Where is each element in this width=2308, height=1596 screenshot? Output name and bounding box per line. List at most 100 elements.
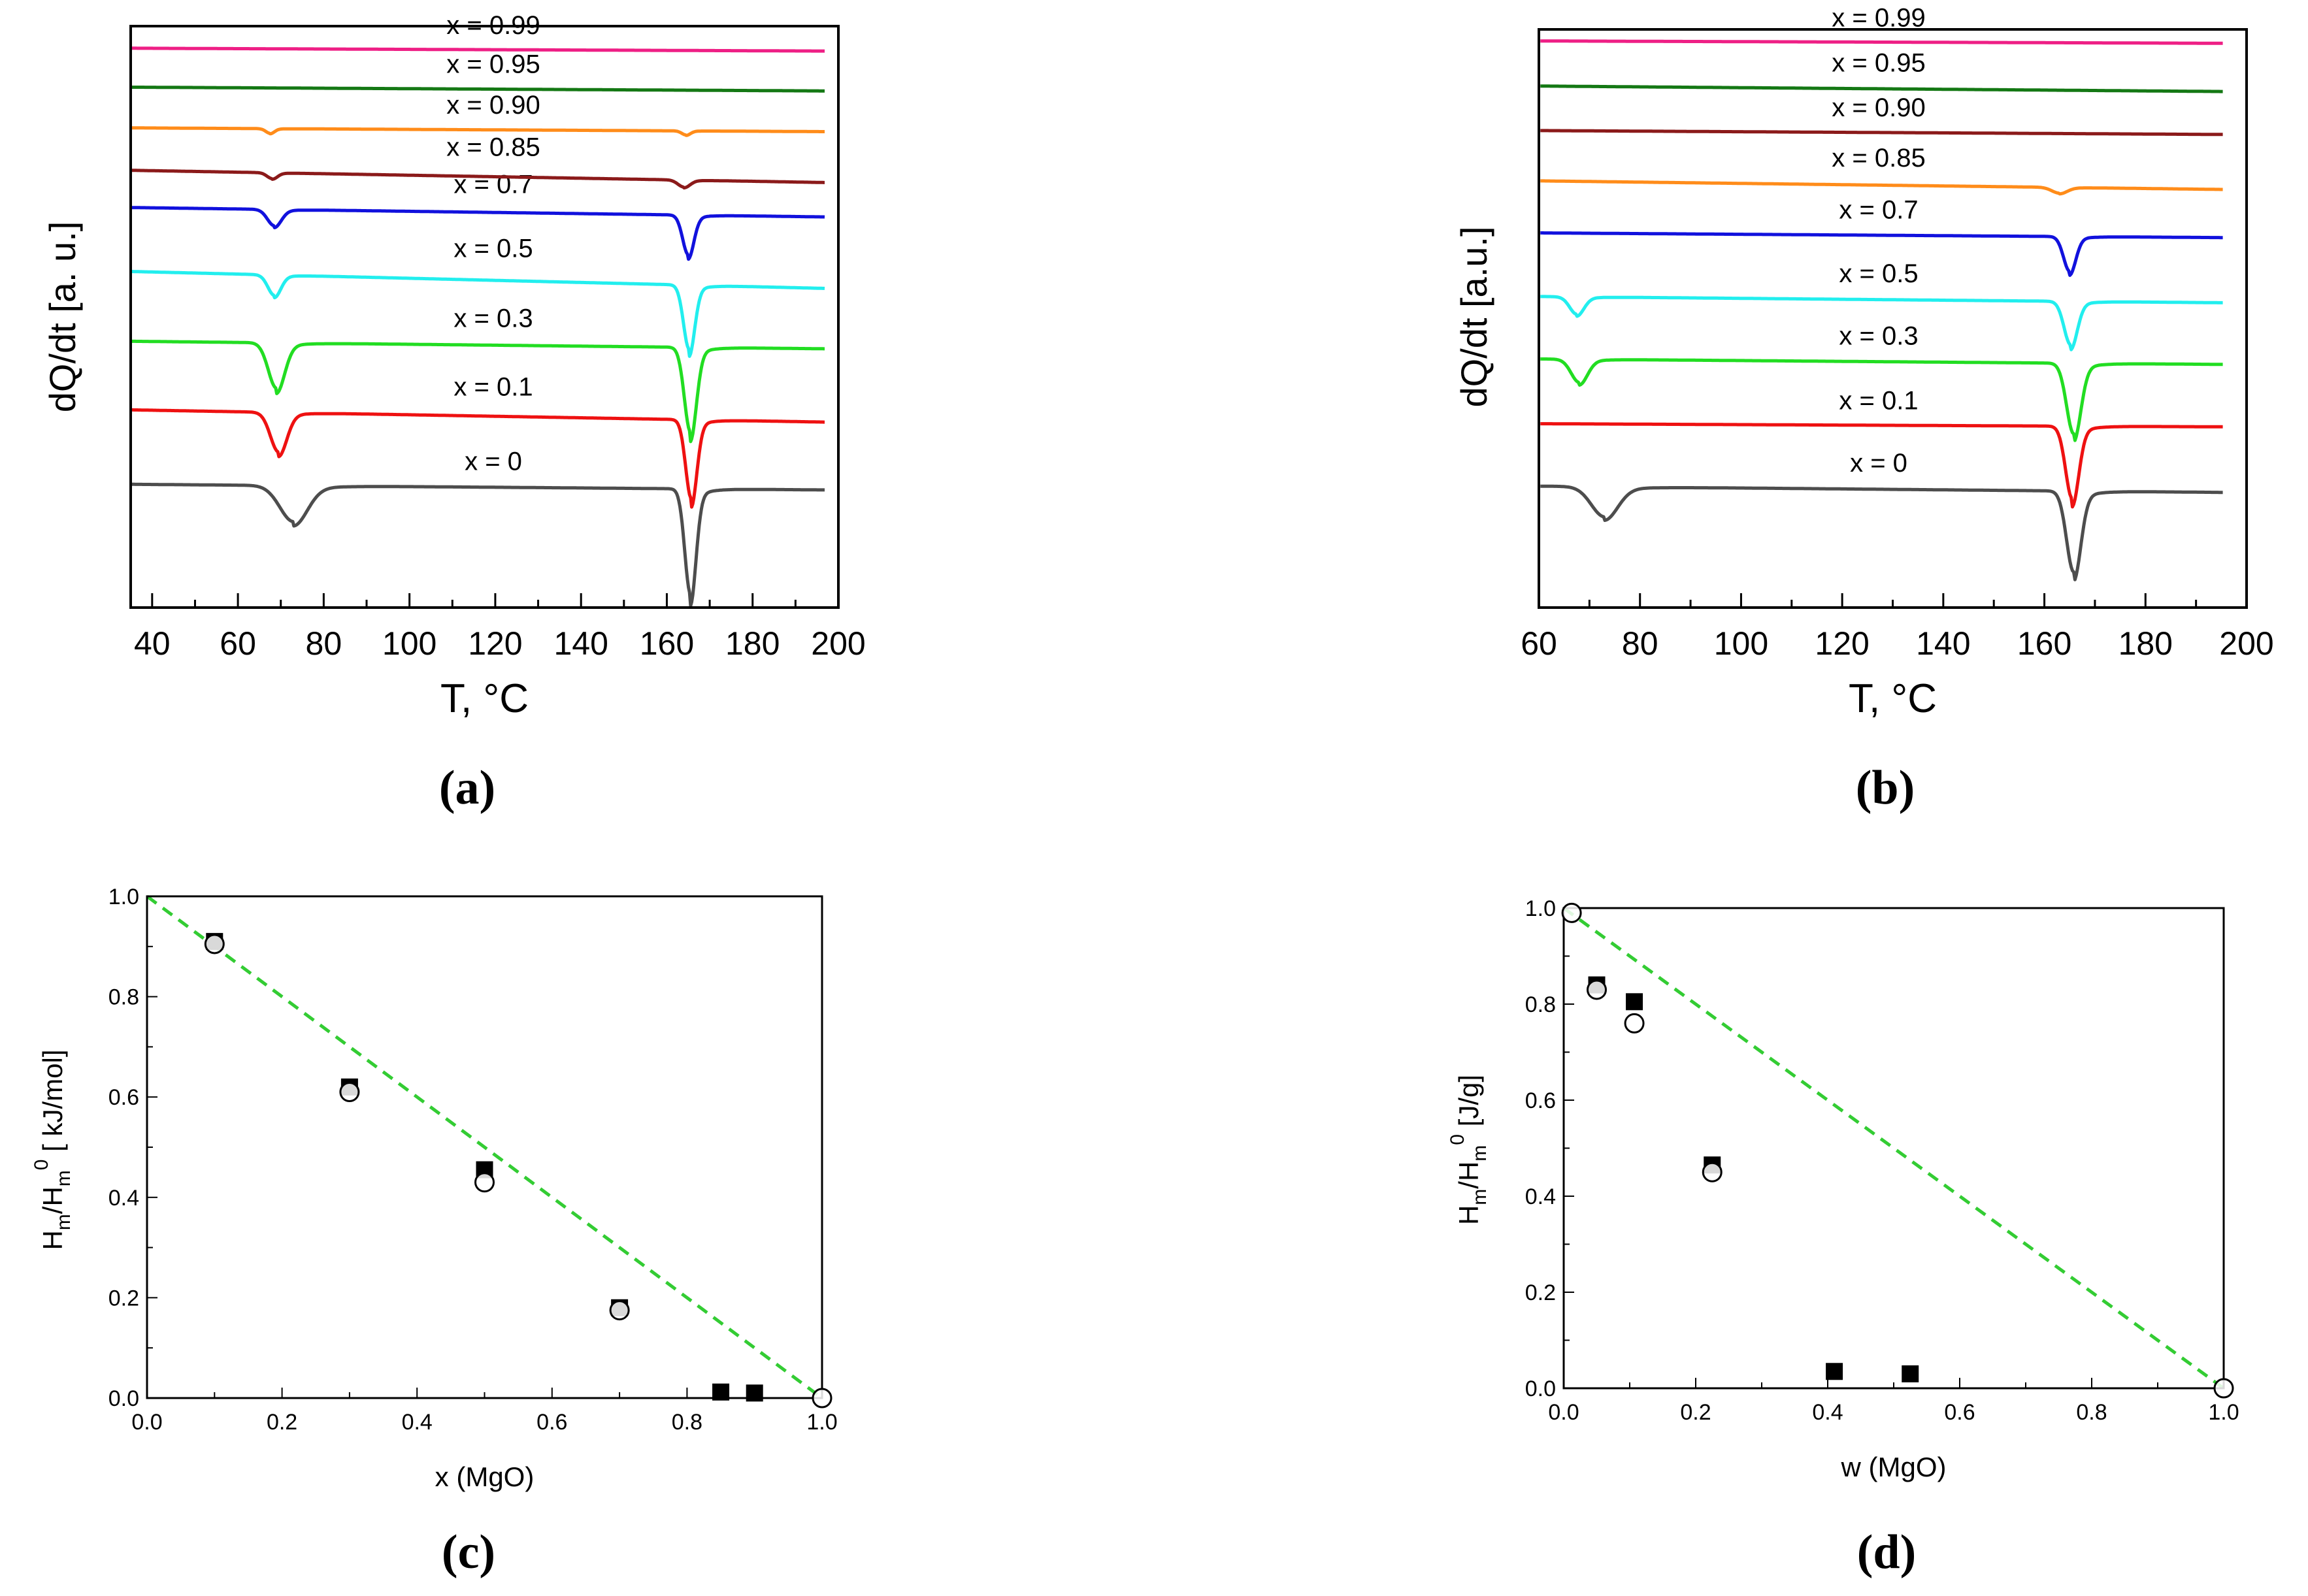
- reference-dashed-line: [146, 894, 823, 1400]
- x-tick-label: 40: [134, 625, 171, 662]
- series-label: x = 0.3: [1839, 321, 1918, 350]
- series-line-x-0-90: [1540, 129, 2224, 137]
- series-label: x = 0.7: [1839, 196, 1918, 225]
- x-tick-label: 0.8: [2076, 1400, 2107, 1425]
- series-label: x = 0.85: [1832, 144, 1925, 172]
- x-tick-label: 140: [1916, 625, 1970, 662]
- x-tick-label: 100: [382, 625, 437, 662]
- series-line-x-0-1: [1540, 422, 2224, 509]
- series-label: x = 0.90: [1832, 93, 1925, 122]
- series-line-x-0-7: [1540, 231, 2224, 277]
- y-axis-label: dQ/dt [a. u.]: [42, 221, 83, 413]
- y-axis-label: Hm/Hm0 [J/g]: [1447, 1075, 1491, 1225]
- data-point-circle: [204, 934, 225, 954]
- series-label: x = 0: [465, 447, 522, 476]
- x-tick-label: 0.4: [402, 1410, 433, 1435]
- series-label: x = 0.99: [1832, 4, 1925, 33]
- series-line-x-0-85: [131, 169, 825, 190]
- series-label: x = 0.5: [1839, 259, 1918, 288]
- series-label: x = 0.1: [1839, 387, 1918, 415]
- data-point-square: [1826, 1363, 1843, 1380]
- x-tick-label: 160: [2017, 625, 2071, 662]
- y-tick-label: 0.4: [108, 1186, 139, 1211]
- panel-d: 0.0 0.2 0.4 0.6 0.8 1.0 0.0 0.2 0.4 0.6 0.8 1.0 w (M…: [1447, 896, 2239, 1579]
- y-tick-label: 0.2: [1525, 1280, 1556, 1305]
- y-axis-label: Hm/Hm0 [ kJ/mol]: [31, 1049, 74, 1250]
- series-label: x = 0.90: [446, 91, 540, 120]
- data-point-circle: [339, 1082, 360, 1103]
- x-tick-label: 0.4: [1812, 1400, 1843, 1425]
- x-tick-label: 0.2: [1680, 1400, 1711, 1425]
- series-line-x-0: [131, 482, 825, 608]
- series-label: x = 0.95: [1832, 49, 1925, 78]
- series-line-x-0: [1540, 484, 2224, 581]
- plot-frame: [129, 25, 840, 609]
- y-axis-label: dQ/dt [a.u.]: [1453, 226, 1494, 407]
- x-tick-label: 0.2: [267, 1410, 297, 1435]
- series-label: x = 0.95: [446, 50, 540, 78]
- x-tick-label: 200: [2219, 625, 2273, 662]
- x-tick-label: 80: [1622, 625, 1658, 662]
- y-tick-label: 0.0: [1525, 1376, 1556, 1401]
- x-tick-label: 0.0: [131, 1410, 162, 1435]
- x-tick-label: 180: [725, 625, 780, 662]
- data-point-square: [746, 1384, 763, 1402]
- x-tick-label: 80: [306, 625, 342, 662]
- series-line-x-0-85: [1540, 179, 2224, 196]
- x-tick-label: 200: [811, 625, 865, 662]
- data-point-circle: [474, 1172, 495, 1193]
- data-point-square: [1902, 1365, 1919, 1382]
- data-point-circle: [2213, 1378, 2234, 1399]
- reference-dashed-line: [1562, 906, 2225, 1390]
- x-tick-label: 1.0: [806, 1410, 837, 1435]
- x-tick-label: 180: [2118, 625, 2173, 662]
- series-label: x = 0.1: [453, 372, 533, 401]
- data-point-square: [712, 1383, 730, 1401]
- panel-c: 0.0 0.2 0.4 0.6 0.8 1.0 0.0 0.2 0.4 0.6 0.8 1.0 x (M…: [31, 885, 838, 1579]
- x-axis-label: T, °C: [1849, 676, 1937, 721]
- y-tick-label: 0.0: [108, 1386, 139, 1411]
- series-line-x-0-99: [1540, 39, 2224, 45]
- panel-b: x = 0 x = 0.1 x = 0.3 x = 0.5 x = 0.7 x = 0.8…: [1453, 4, 2274, 815]
- series-line-x-0-99: [131, 46, 825, 53]
- x-axis-label: x (MgO): [435, 1461, 535, 1492]
- series-line-x-0-95: [131, 86, 825, 93]
- panel-label: (b): [1856, 761, 1915, 815]
- x-tick-label: 0.8: [672, 1410, 702, 1435]
- x-tick-label: 0.6: [536, 1410, 567, 1435]
- panel-label: (d): [1857, 1525, 1916, 1579]
- data-point-circle: [609, 1300, 630, 1321]
- y-tick-label: 0.8: [1525, 992, 1556, 1017]
- panel-label: (c): [442, 1525, 495, 1579]
- x-tick-label: 160: [640, 625, 694, 662]
- series-line-x-0-95: [1540, 84, 2224, 93]
- series-line-x-0-5: [1540, 295, 2224, 351]
- series-line-x-0-3: [131, 339, 825, 444]
- x-axis-label: w (MgO): [1841, 1452, 1947, 1482]
- data-point-circle: [812, 1388, 833, 1409]
- x-tick-label: 120: [1815, 625, 1869, 662]
- y-tick-label: 1.0: [108, 885, 139, 909]
- x-tick-label: 60: [220, 625, 256, 662]
- y-tick-label: 0.6: [1525, 1088, 1556, 1113]
- series-line-x-0-5: [131, 270, 825, 358]
- series-line-x-0-90: [131, 126, 825, 137]
- series-line-x-0-1: [131, 408, 825, 509]
- y-tick-label: 0.4: [1525, 1184, 1556, 1209]
- data-point-square: [1626, 993, 1643, 1011]
- series-label: x = 0.5: [453, 235, 533, 263]
- y-tick-label: 0.2: [108, 1286, 139, 1311]
- data-point-circle: [1561, 902, 1582, 923]
- panel-label: (a): [439, 761, 495, 815]
- x-tick-label: 0.0: [1548, 1400, 1579, 1425]
- data-point-circle: [1702, 1162, 1723, 1182]
- series-line-x-0-3: [1540, 357, 2224, 442]
- y-tick-label: 0.6: [108, 1085, 139, 1110]
- x-tick-label: 120: [468, 625, 522, 662]
- panel-a: x = 0x = 0.1x = 0.3x = 0.5x = 0.7x = 0.8…: [42, 11, 866, 815]
- y-tick-label: 1.0: [1525, 896, 1556, 921]
- x-tick-label: 0.6: [1944, 1400, 1975, 1425]
- series-label: x = 0.3: [453, 304, 533, 333]
- series-label: x = 0.85: [446, 133, 540, 162]
